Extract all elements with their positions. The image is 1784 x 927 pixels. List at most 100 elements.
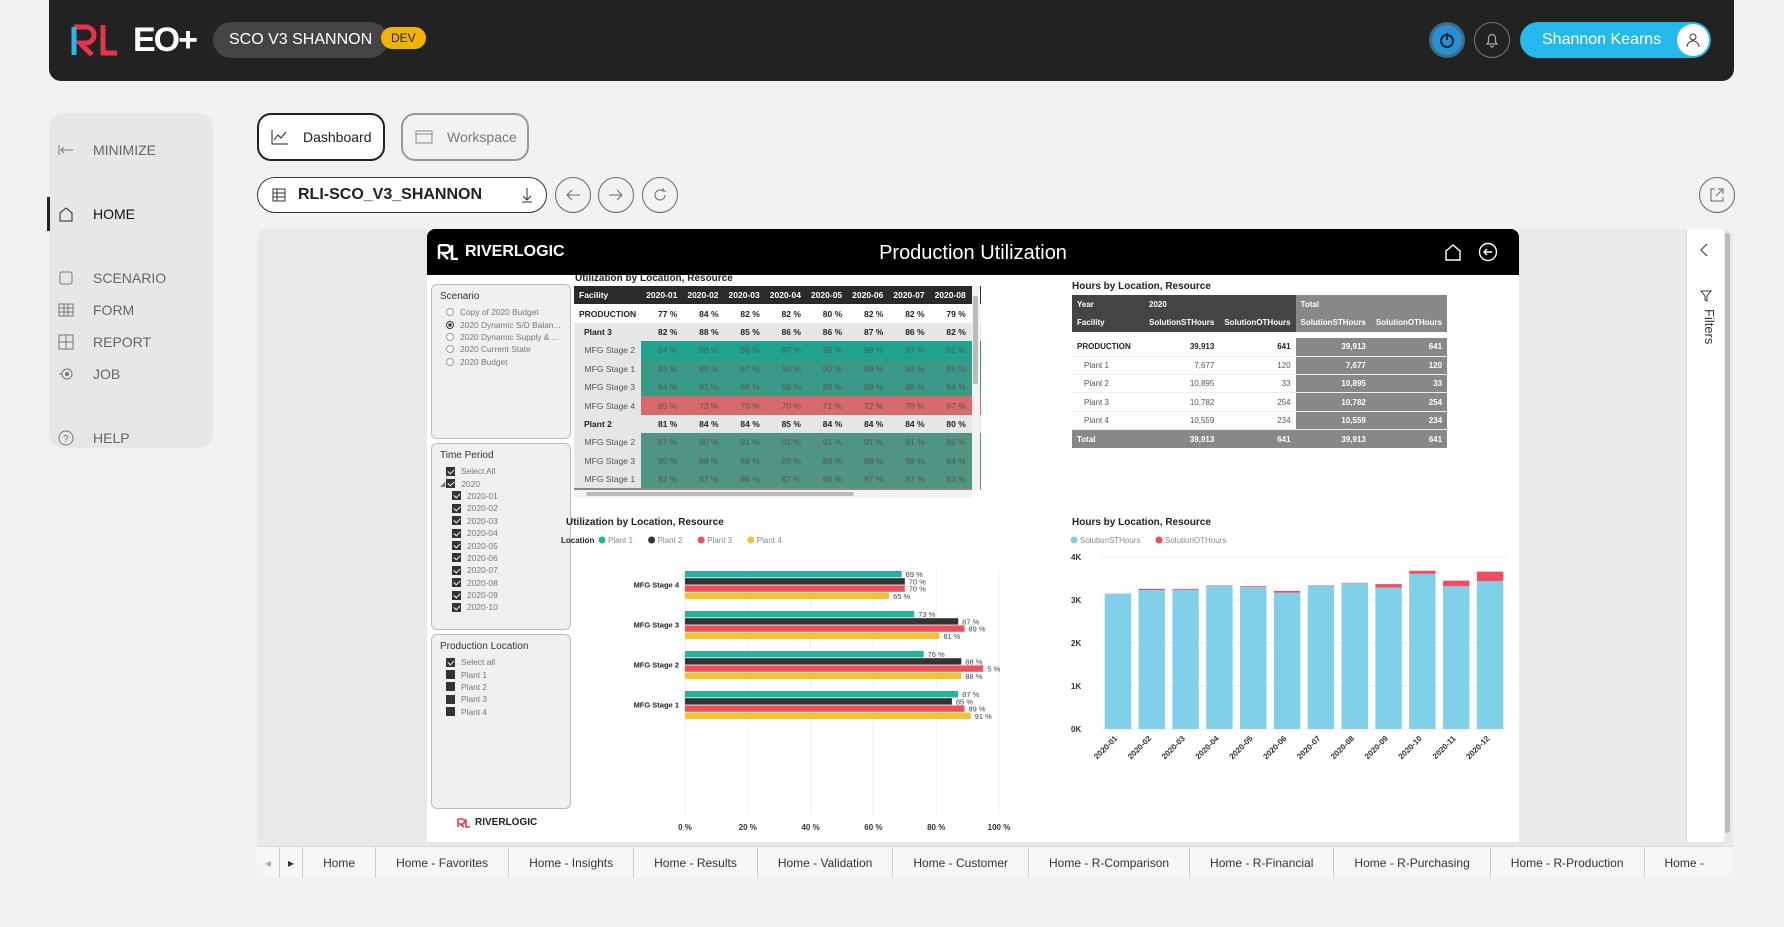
column-header[interactable]: 2020-02: [682, 286, 724, 305]
page-tab[interactable]: Home: [303, 847, 377, 878]
scenario-option[interactable]: 2020 Dynamic Supply & ...: [432, 331, 570, 343]
util-table-hscroll[interactable]: [574, 490, 972, 498]
power-button[interactable]: [1429, 22, 1465, 58]
checkbox[interactable]: [446, 694, 455, 704]
bar[interactable]: [685, 658, 962, 665]
expand-arrow-icon[interactable]: ◢: [440, 480, 446, 488]
page-tab[interactable]: Home - R-Comparison: [1029, 847, 1191, 878]
checkbox[interactable]: [452, 578, 461, 588]
scenario-option[interactable]: 2020 Dynamic S/D Balan...: [432, 318, 570, 330]
popout-button[interactable]: [1699, 177, 1735, 213]
checkbox[interactable]: [446, 479, 456, 489]
bar[interactable]: [685, 705, 965, 712]
bar-segment[interactable]: [1443, 586, 1470, 729]
bar-segment[interactable]: [1104, 593, 1132, 729]
radio-button[interactable]: [446, 357, 454, 366]
avatar[interactable]: [1677, 24, 1709, 56]
time-month-option[interactable]: 2020-08: [432, 577, 570, 589]
nav-home[interactable]: HOME: [47, 197, 213, 231]
util-table-vscroll[interactable]: [972, 286, 980, 490]
page-tab[interactable]: Home -: [1664, 855, 1704, 870]
legend-entry[interactable]: Plant 4: [757, 536, 782, 545]
checkbox[interactable]: [446, 707, 455, 717]
legend-entry[interactable]: SolutionOTHours: [1165, 536, 1226, 545]
legend-entry[interactable]: Plant 2: [658, 536, 683, 545]
page-tab[interactable]: Home - Validation: [758, 847, 894, 878]
bar-segment[interactable]: [1341, 583, 1368, 729]
bar-segment[interactable]: [1138, 588, 1165, 591]
nav-help[interactable]: ? HELP: [49, 425, 213, 451]
chevron-left-icon[interactable]: [1699, 243, 1709, 262]
scenario-option[interactable]: 2020 Current State: [432, 343, 570, 355]
filters-pane[interactable]: Filters: [1686, 229, 1724, 842]
bar[interactable]: [685, 578, 905, 585]
page-tab[interactable]: Home - Favorites: [376, 847, 510, 878]
bar-segment[interactable]: [1240, 586, 1267, 588]
time-select-all[interactable]: Select All: [432, 465, 570, 477]
bar-segment[interactable]: [1240, 587, 1267, 729]
location-option[interactable]: Plant 1: [432, 668, 570, 680]
legend-entry[interactable]: Plant 3: [707, 536, 732, 545]
legend-entry[interactable]: SolutionSTHours: [1080, 536, 1140, 545]
checkbox[interactable]: [452, 590, 461, 600]
checkbox[interactable]: [452, 553, 461, 563]
bar[interactable]: [685, 618, 959, 625]
column-header[interactable]: 2020-04: [764, 286, 806, 305]
checkbox[interactable]: [452, 503, 461, 513]
column-header[interactable]: 2020-08: [929, 286, 971, 305]
bar[interactable]: [685, 665, 984, 672]
bar[interactable]: [685, 611, 915, 618]
column-header[interactable]: Facility: [1072, 313, 1144, 332]
notifications-button[interactable]: [1474, 22, 1510, 58]
radio-button[interactable]: [446, 308, 454, 317]
bar-segment[interactable]: [1476, 571, 1504, 582]
checkbox[interactable]: [452, 491, 461, 501]
report-selector[interactable]: RLI-SCO_V3_SHANNON: [257, 177, 547, 213]
bar-segment[interactable]: [1409, 570, 1436, 574]
time-month-option[interactable]: 2020-04: [432, 527, 570, 539]
checkbox[interactable]: [452, 516, 461, 526]
refresh-button[interactable]: [642, 177, 678, 213]
checkbox[interactable]: [446, 657, 455, 667]
bar-segment[interactable]: [1409, 573, 1436, 729]
report-home-button[interactable]: [1442, 241, 1464, 263]
back-button[interactable]: [555, 177, 591, 213]
checkbox[interactable]: [446, 682, 455, 692]
page-tab[interactable]: Home - R-Purchasing: [1334, 847, 1491, 878]
page-tab[interactable]: Home - Insights: [509, 847, 635, 878]
nav-minimize[interactable]: MINIMIZE: [49, 137, 213, 163]
page-tab[interactable]: Home - Results: [634, 847, 758, 878]
time-month-option[interactable]: 2020-01: [432, 490, 570, 502]
column-header[interactable]: SolutionSTHours: [1295, 313, 1371, 332]
bar-segment[interactable]: [1172, 589, 1199, 729]
checkbox[interactable]: [452, 528, 461, 538]
bar[interactable]: [685, 571, 902, 578]
bar-segment[interactable]: [1172, 588, 1199, 590]
bar[interactable]: [685, 585, 905, 592]
column-header[interactable]: 2020-01: [641, 286, 683, 305]
nav-job[interactable]: JOB: [49, 361, 213, 387]
bar-segment[interactable]: [1375, 584, 1402, 588]
radio-button[interactable]: [446, 345, 454, 354]
location-option[interactable]: Plant 4: [432, 706, 570, 718]
time-month-option[interactable]: 2020-02: [432, 502, 570, 514]
time-month-option[interactable]: 2020-09: [432, 589, 570, 601]
hours-bar-chart[interactable]: SolutionSTHours SolutionOTHours 0K 1K 2K 3K 4K…: [1067, 529, 1517, 839]
bar[interactable]: [685, 651, 924, 658]
bar-segment[interactable]: [1273, 592, 1301, 729]
util-bar-chart[interactable]: Location Plant 1 Plant 2 Plant 3 Plant 4 0 % 2…: [557, 529, 1027, 839]
bar-segment[interactable]: [1206, 585, 1233, 729]
checkbox[interactable]: [452, 602, 461, 612]
report-back-button[interactable]: [1477, 241, 1499, 263]
bar[interactable]: [685, 625, 965, 632]
scenario-option[interactable]: Copy of 2020 Budget: [432, 306, 570, 318]
bar[interactable]: [685, 712, 971, 719]
time-month-option[interactable]: 2020-03: [432, 515, 570, 527]
app-logo[interactable]: EO+: [71, 21, 198, 59]
time-year-2020[interactable]: ◢ 2020: [432, 477, 570, 489]
bar[interactable]: [685, 698, 952, 705]
location-option[interactable]: Plant 2: [432, 681, 570, 693]
column-header[interactable]: SolutionOTHours: [1370, 313, 1448, 332]
column-header[interactable]: 2020-06: [847, 286, 889, 305]
bar[interactable]: [685, 632, 940, 639]
